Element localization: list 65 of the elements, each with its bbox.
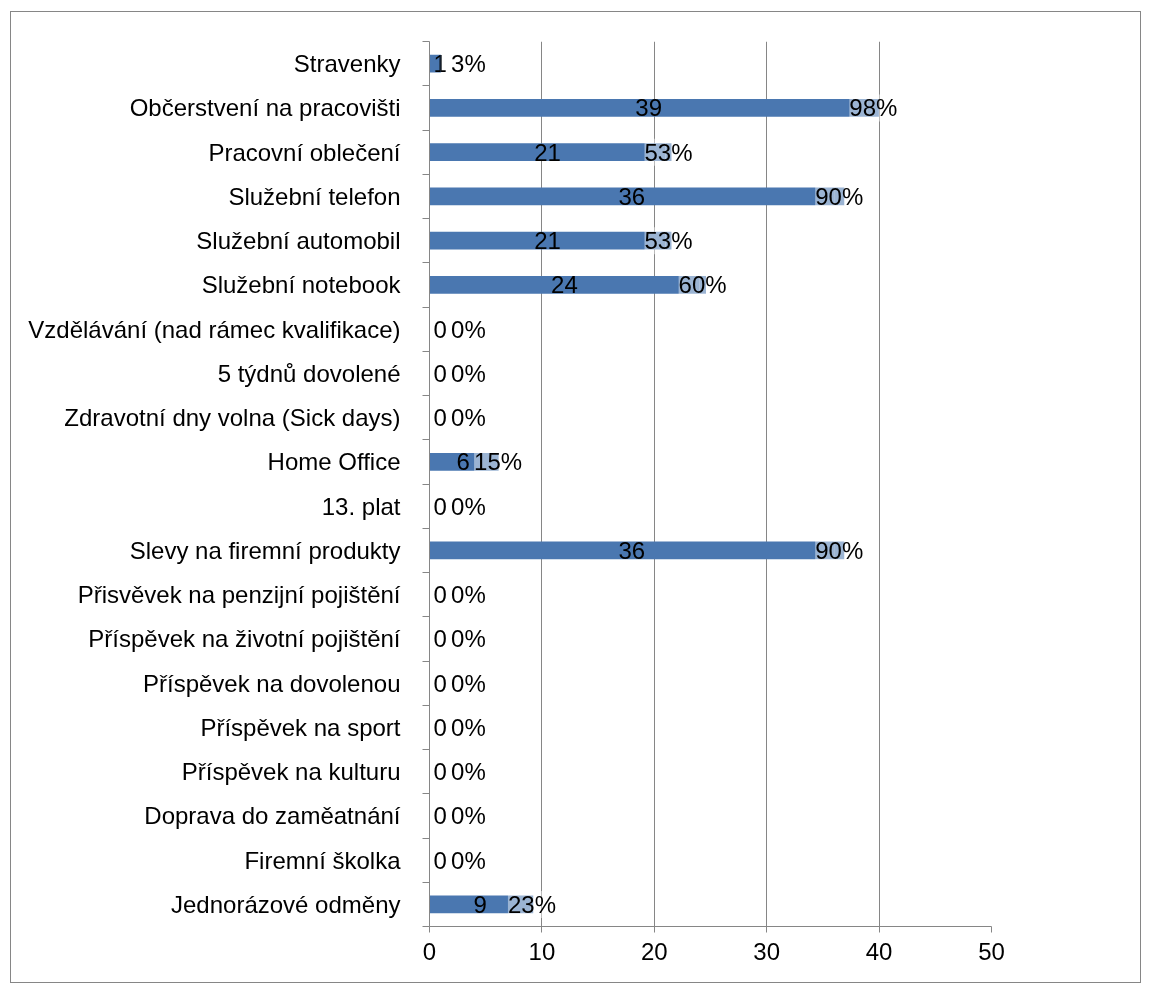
data-label: 23% xyxy=(507,890,556,918)
y-tick-label: Doprava do zaměatnání xyxy=(144,802,401,830)
data-label: 39 xyxy=(635,94,663,122)
y-tick-label: Slevy na firemní produkty xyxy=(129,536,401,564)
data-label: 24 xyxy=(551,271,578,299)
data-label: 0 xyxy=(433,359,447,387)
data-label: 0 xyxy=(433,581,447,609)
data-label: 0 xyxy=(433,625,447,653)
x-tick-label: 0 xyxy=(422,937,437,965)
y-tick-label: Firemní školka xyxy=(244,846,402,874)
y-tick-label: Občerstvení na pracovišti xyxy=(129,94,401,122)
y-tick-label: Služební telefon xyxy=(228,182,401,210)
x-tick-label: 40 xyxy=(865,937,893,965)
y-tick-label: Vzdělávání (nad rámec kvalifikace) xyxy=(28,315,401,343)
data-label: 0 xyxy=(433,758,447,786)
x-tick-label: 50 xyxy=(978,937,1005,965)
data-label: 0 xyxy=(433,492,447,520)
data-label: 36 xyxy=(618,182,646,210)
data-label: 0 xyxy=(433,846,447,874)
y-tick-label: Příspěvek na dovolenou xyxy=(142,669,401,697)
data-label: 3% xyxy=(451,50,486,78)
y-tick-label: 5 týdnů dovolené xyxy=(217,359,401,387)
y-tick-label: Jednorázové odměny xyxy=(171,890,401,918)
data-label: 0% xyxy=(451,669,486,697)
data-label: 0% xyxy=(451,359,486,387)
data-label: 0% xyxy=(451,492,486,520)
data-label: 0 xyxy=(433,315,447,343)
data-label: 0% xyxy=(451,315,486,343)
data-label: 15% xyxy=(474,448,523,476)
y-tick-label: Služební notebook xyxy=(201,271,402,299)
data-label: 0% xyxy=(451,758,486,786)
data-label: 90% xyxy=(815,536,864,564)
y-tick-label: Stravenky xyxy=(293,50,401,78)
data-label: 60% xyxy=(678,271,727,299)
data-label: 0% xyxy=(451,713,486,741)
data-label: 0% xyxy=(451,802,486,830)
y-tick-label: Příspěvek na sport xyxy=(200,713,401,741)
data-label: 0% xyxy=(451,581,486,609)
y-tick-label: Zdravotní dny volna (Sick days) xyxy=(64,404,401,432)
data-label: 90% xyxy=(815,182,864,210)
data-label: 98% xyxy=(849,94,898,122)
data-label: 0 xyxy=(433,404,447,432)
x-tick-label: 20 xyxy=(640,937,668,965)
data-label: 36 xyxy=(618,536,646,564)
data-label: 0% xyxy=(451,625,486,653)
data-label: 0 xyxy=(433,802,447,830)
y-tick-label: Příspěvek na životní pojištění xyxy=(88,625,401,653)
y-tick-label: Přisvěvek na penzijní pojištění xyxy=(77,581,401,609)
data-label: 21 xyxy=(534,227,561,255)
y-tick-label: Pracovní oblečení xyxy=(208,138,401,166)
data-label: 0 xyxy=(433,669,447,697)
data-label: 53% xyxy=(644,227,693,255)
x-tick-label: 30 xyxy=(753,937,781,965)
data-label: 53% xyxy=(644,138,693,166)
y-tick-label: Příspěvek na kulturu xyxy=(181,758,401,786)
y-tick-label: 13. plat xyxy=(321,492,401,520)
y-tick-label: Služební automobil xyxy=(196,227,401,255)
x-tick-label: 10 xyxy=(528,937,556,965)
y-tick-label: Home Office xyxy=(267,448,401,476)
data-label: 6 xyxy=(456,448,470,476)
data-label: 21 xyxy=(534,138,561,166)
data-label: 0 xyxy=(433,713,447,741)
data-label: 0% xyxy=(451,846,486,874)
data-label: 9 xyxy=(473,890,487,918)
data-label: 0% xyxy=(451,404,486,432)
